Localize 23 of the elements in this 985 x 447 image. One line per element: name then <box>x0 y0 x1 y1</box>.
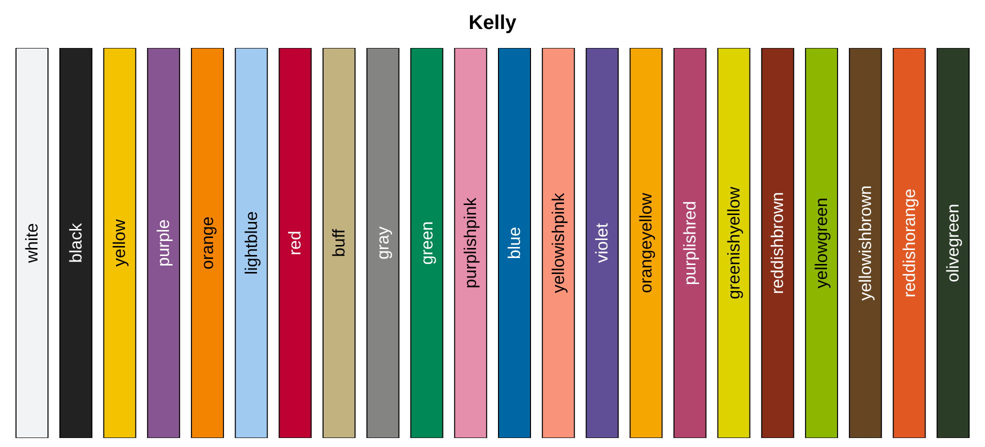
x-tick-label: reddishbrown <box>768 192 788 294</box>
x-tick-label: buff <box>330 228 349 258</box>
x-tick-label: black <box>66 222 86 263</box>
chart-title: Kelly <box>468 11 518 36</box>
x-tick-label: orange <box>198 216 217 270</box>
x-tick-label: yellowishpink <box>548 192 568 294</box>
x-tick-label: blue <box>505 226 524 260</box>
x-tick-label: orangeyellow <box>636 192 656 294</box>
x-tick-label: gray <box>373 226 392 260</box>
x-tick-label: purple <box>154 219 174 267</box>
x-tick-label: lightblue <box>242 211 261 275</box>
x-tick-label: yellowgreen <box>812 198 832 288</box>
x-tick-label: yellow <box>110 218 130 267</box>
x-tick-label: white <box>22 223 42 264</box>
x-tick-label: yellowishbrown <box>856 185 875 301</box>
x-tick-label: greenishyellow <box>724 186 744 300</box>
x-tick-label: purplishred <box>680 200 700 286</box>
x-tick-label: violet <box>592 222 612 263</box>
x-tick-label: purplishpink <box>461 197 480 288</box>
x-tick-label: red <box>286 230 305 256</box>
x-tick-label: green <box>417 221 436 265</box>
x-tick-label: reddishorange <box>900 188 919 298</box>
x-tick-label: olivegreen <box>944 204 963 282</box>
